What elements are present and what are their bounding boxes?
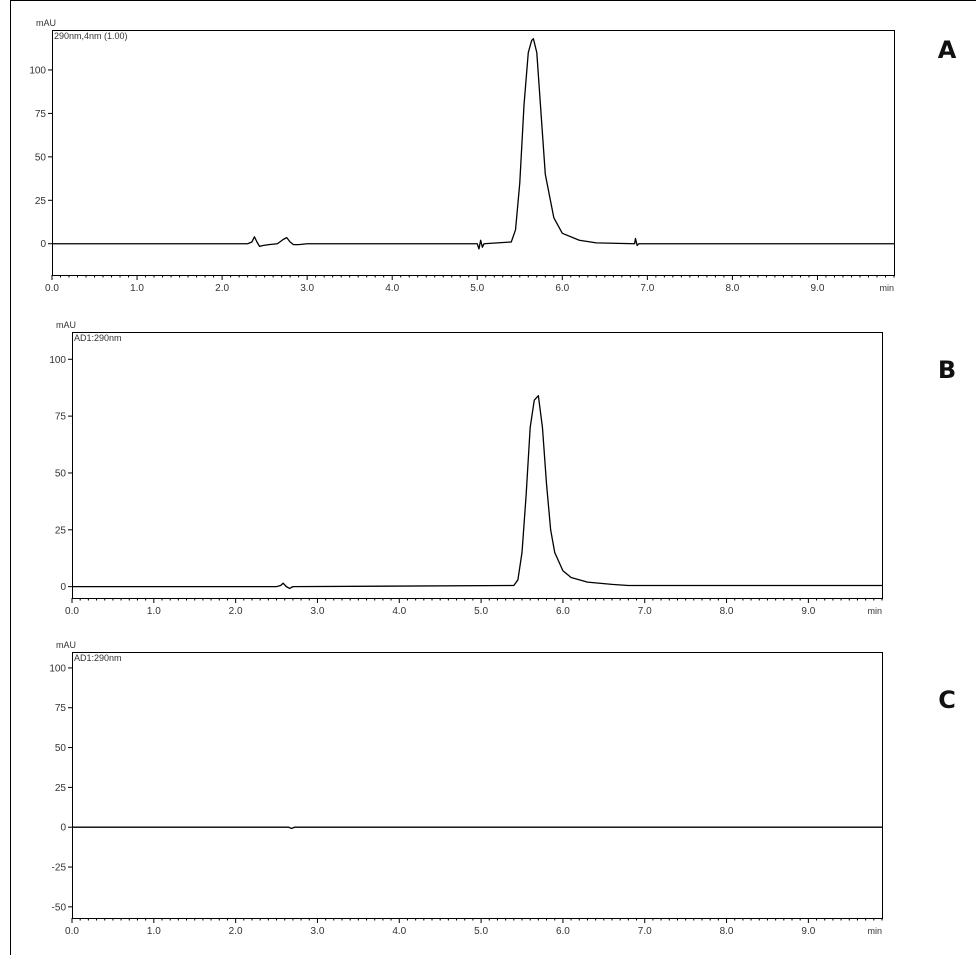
x-unit-label: min — [867, 926, 882, 936]
y-unit-label: mAU — [56, 320, 76, 330]
detector-label: 290nm,4nm (1.00) — [54, 31, 128, 41]
y-tick-label: 75 — [55, 703, 67, 714]
y-tick-label: 100 — [49, 663, 66, 674]
y-tick-label: -25 — [52, 863, 67, 874]
x-tick-label: 6.0 — [556, 606, 570, 617]
x-tick-label: 8.0 — [720, 926, 734, 937]
chromatogram-panel-c: mAU AD1:290nm min C -50 -25 0 25 50 75 100 0.0… — [49, 640, 956, 937]
y-tick-label: 50 — [55, 468, 67, 479]
x-tick-label: 0.0 — [65, 606, 79, 617]
panel-letter: A — [938, 36, 957, 64]
x-tick-label: 0.0 — [45, 283, 59, 294]
y-ticks: 0 25 50 75 100 — [49, 355, 72, 593]
x-tick-label: 5.0 — [474, 926, 488, 937]
y-ticks: 0 25 50 75 100 — [29, 65, 52, 250]
x-tick-label: 7.0 — [638, 606, 652, 617]
y-tick-label: 0 — [60, 582, 66, 593]
x-ticks: 0.0 1.0 2.0 3.0 4.0 5.0 6.0 7.0 8.0 9.0 — [65, 918, 883, 937]
y-tick-label: -50 — [52, 902, 67, 913]
y-tick-label: 100 — [29, 65, 46, 76]
y-tick-label: 0 — [40, 239, 46, 250]
x-tick-label: 4.0 — [385, 283, 399, 294]
chromatogram-panel-a: mAU 290nm,4nm (1.00) min A 0 25 50 75 100 0.… — [29, 18, 956, 294]
x-tick-label: 8.0 — [720, 606, 734, 617]
x-tick-label: 6.0 — [555, 283, 569, 294]
x-tick-label: 7.0 — [638, 926, 652, 937]
x-tick-label: 7.0 — [640, 283, 654, 294]
y-unit-label: mAU — [36, 18, 56, 28]
x-tick-label: 1.0 — [130, 283, 144, 294]
x-tick-label: 1.0 — [147, 606, 161, 617]
plot-frame — [72, 652, 883, 919]
chromatogram-trace — [72, 395, 882, 590]
panel-letter: C — [938, 686, 956, 714]
x-tick-label: 5.0 — [474, 606, 488, 617]
x-tick-label: 6.0 — [556, 926, 570, 937]
y-tick-label: 50 — [55, 743, 67, 754]
x-ticks: 0.0 1.0 2.0 3.0 4.0 5.0 6.0 7.0 8.0 9.0 — [45, 275, 895, 294]
x-tick-label: 4.0 — [392, 926, 406, 937]
x-tick-label: 3.0 — [311, 926, 325, 937]
x-unit-label: min — [879, 283, 894, 293]
x-tick-label: 9.0 — [801, 926, 815, 937]
y-tick-label: 75 — [55, 412, 67, 423]
x-tick-label: 2.0 — [229, 926, 243, 937]
x-tick-label: 5.0 — [470, 283, 484, 294]
chromatogram-panel-b: mAU AD1:290nm min B 0 25 50 75 100 0.0 1.0 2.0… — [49, 320, 956, 617]
plot-frame — [52, 30, 895, 276]
x-tick-label: 3.0 — [300, 283, 314, 294]
chromatogram-trace — [72, 826, 882, 830]
y-tick-label: 25 — [55, 525, 67, 536]
detector-label: AD1:290nm — [74, 333, 122, 343]
x-tick-label: 3.0 — [311, 606, 325, 617]
y-tick-label: 25 — [35, 196, 47, 207]
x-tick-label: 4.0 — [392, 606, 406, 617]
x-tick-label: 9.0 — [811, 283, 825, 294]
detector-label: AD1:290nm — [74, 653, 122, 663]
x-tick-label: 0.0 — [65, 926, 79, 937]
x-tick-label: 8.0 — [725, 283, 739, 294]
y-tick-label: 50 — [35, 152, 47, 163]
x-tick-label: 1.0 — [147, 926, 161, 937]
x-tick-label: 9.0 — [801, 606, 815, 617]
y-tick-label: 0 — [60, 823, 66, 834]
x-tick-label: 2.0 — [229, 606, 243, 617]
x-tick-label: 2.0 — [215, 283, 229, 294]
y-tick-label: 100 — [49, 355, 66, 366]
y-unit-label: mAU — [56, 640, 76, 650]
chromatogram-trace — [52, 38, 894, 250]
plot-frame — [72, 332, 883, 599]
y-ticks: -50 -25 0 25 50 75 100 — [49, 663, 72, 913]
x-unit-label: min — [867, 606, 882, 616]
y-tick-label: 25 — [55, 783, 67, 794]
panel-letter: B — [938, 356, 956, 384]
y-tick-label: 75 — [35, 109, 47, 120]
x-ticks: 0.0 1.0 2.0 3.0 4.0 5.0 6.0 7.0 8.0 9.0 — [65, 598, 883, 617]
